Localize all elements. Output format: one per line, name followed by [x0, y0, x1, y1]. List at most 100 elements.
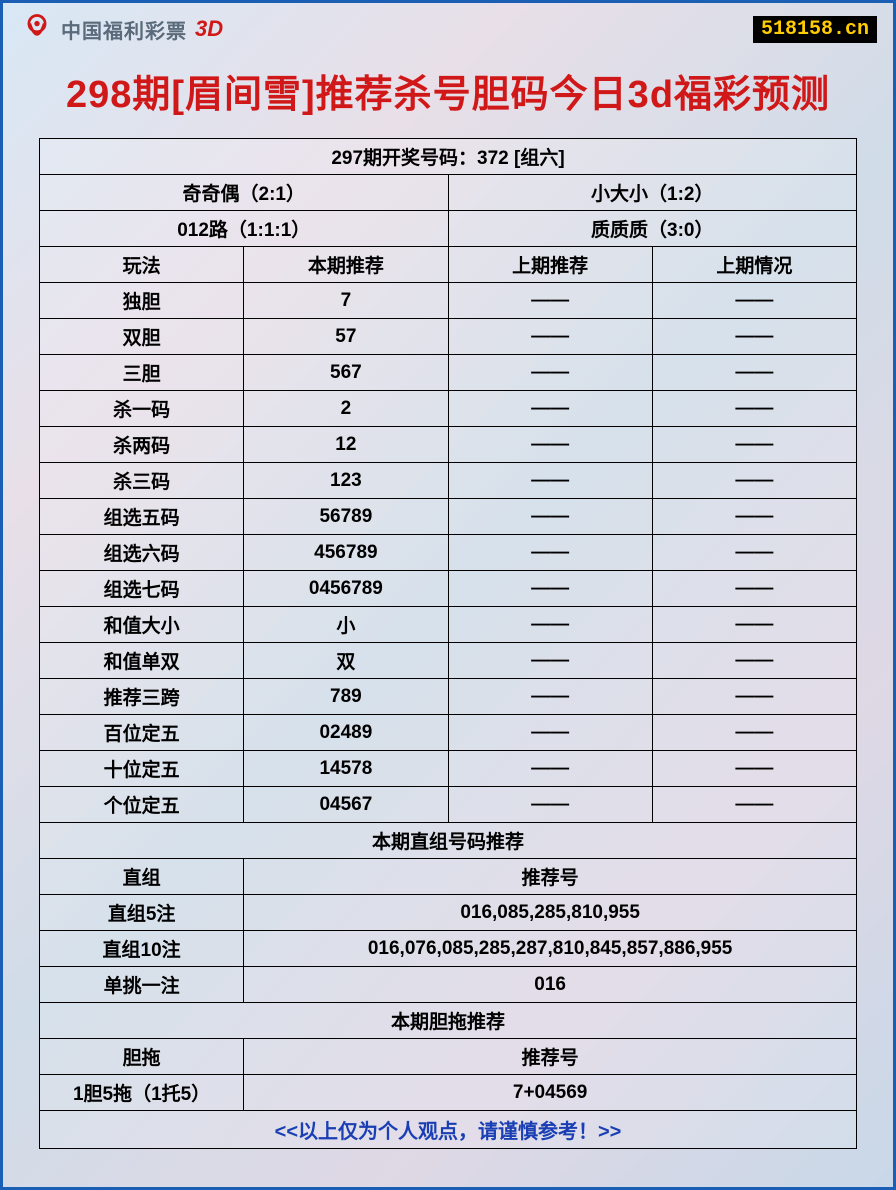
dantuo-header: 本期胆拖推荐 [40, 1003, 857, 1039]
cell-current: 双 [244, 643, 448, 679]
dantuo-col-label: 胆拖 [40, 1039, 244, 1075]
cell-current: 567 [244, 355, 448, 391]
cell-name: 直组5注 [40, 895, 244, 931]
cell-prev_result: —— [652, 607, 856, 643]
logo-area: 中国福利彩票 3D [19, 11, 223, 47]
table-row: 单挑一注016 [40, 967, 857, 1003]
cell-name: 和值单双 [40, 643, 244, 679]
cell-name: 杀三码 [40, 463, 244, 499]
cell-prev_rec: —— [448, 499, 652, 535]
cell-current: 2 [244, 391, 448, 427]
header: 中国福利彩票 3D 518158.cn [3, 3, 893, 51]
logo-text: 中国福利彩票 [61, 15, 187, 44]
cell-prev_result: —— [652, 319, 856, 355]
table-row: 组选七码0456789———— [40, 571, 857, 607]
table-row: 独胆7———— [40, 283, 857, 319]
table-row: 个位定五04567———— [40, 787, 857, 823]
cell-prev_rec: —— [448, 715, 652, 751]
cell-prev_result: —— [652, 355, 856, 391]
cell-name: 组选五码 [40, 499, 244, 535]
table-row: 组选六码456789———— [40, 535, 857, 571]
table-row: 直组10注016,076,085,285,287,810,845,857,886… [40, 931, 857, 967]
cell-value: 016 [244, 967, 857, 1003]
cell-name: 杀一码 [40, 391, 244, 427]
col-header-prev-rec: 上期推荐 [448, 247, 652, 283]
cell-current: 57 [244, 319, 448, 355]
cell-name: 个位定五 [40, 787, 244, 823]
cell-prev_rec: —— [448, 787, 652, 823]
cell-name: 杀两码 [40, 427, 244, 463]
cell-prev_rec: —— [448, 751, 652, 787]
table-row: 杀两码12———— [40, 427, 857, 463]
cell-prev_rec: —— [448, 283, 652, 319]
cell-name: 1胆5拖（1托5） [40, 1075, 244, 1111]
cell-prev_result: —— [652, 391, 856, 427]
cell-name: 百位定五 [40, 715, 244, 751]
logo-3d: 3D [195, 16, 223, 42]
cell-current: 12 [244, 427, 448, 463]
cell-current: 14578 [244, 751, 448, 787]
dantuo-col-value: 推荐号 [244, 1039, 857, 1075]
lottery-logo-icon [19, 11, 55, 47]
stat-odd-even: 奇奇偶（2:1） [40, 175, 449, 211]
cell-prev_rec: —— [448, 463, 652, 499]
cell-name: 十位定五 [40, 751, 244, 787]
cell-prev_rec: —— [448, 319, 652, 355]
table-row: 杀三码123———— [40, 463, 857, 499]
cell-prev_result: —— [652, 787, 856, 823]
cell-prev_result: —— [652, 499, 856, 535]
cell-current: 小 [244, 607, 448, 643]
table-row: 推荐三跨789———— [40, 679, 857, 715]
cell-value: 7+04569 [244, 1075, 857, 1111]
cell-current: 04567 [244, 787, 448, 823]
stat-size: 小大小（1:2） [448, 175, 857, 211]
page-title: 298期[眉间雪]推荐杀号胆码今日3d福彩预测 [3, 63, 893, 118]
table-row: 1胆5拖（1托5）7+04569 [40, 1075, 857, 1111]
draw-info: 297期开奖号码：372 [组六] [40, 139, 857, 175]
cell-prev_result: —— [652, 463, 856, 499]
cell-value: 016,076,085,285,287,810,845,857,886,955 [244, 931, 857, 967]
zhizu-col-value: 推荐号 [244, 859, 857, 895]
cell-name: 直组10注 [40, 931, 244, 967]
table-row: 直组5注016,085,285,810,955 [40, 895, 857, 931]
cell-current: 789 [244, 679, 448, 715]
table-row: 双胆57———— [40, 319, 857, 355]
cell-prev_result: —— [652, 427, 856, 463]
cell-prev_result: —— [652, 283, 856, 319]
cell-current: 02489 [244, 715, 448, 751]
cell-name: 推荐三跨 [40, 679, 244, 715]
col-header-current: 本期推荐 [244, 247, 448, 283]
stat-012: 012路（1:1:1） [40, 211, 449, 247]
prediction-table-container: 297期开奖号码：372 [组六] 奇奇偶（2:1） 小大小（1:2） 012路… [39, 138, 857, 1149]
cell-prev_rec: —— [448, 355, 652, 391]
cell-prev_rec: —— [448, 607, 652, 643]
cell-prev_result: —— [652, 571, 856, 607]
table-row: 百位定五02489———— [40, 715, 857, 751]
cell-prev_rec: —— [448, 679, 652, 715]
zhizu-header: 本期直组号码推荐 [40, 823, 857, 859]
cell-name: 组选六码 [40, 535, 244, 571]
table-row: 杀一码2———— [40, 391, 857, 427]
cell-name: 双胆 [40, 319, 244, 355]
cell-name: 组选七码 [40, 571, 244, 607]
footer-note: <<以上仅为个人观点，请谨慎参考！>> [40, 1111, 857, 1149]
cell-prev_rec: —— [448, 535, 652, 571]
site-url-badge: 518158.cn [753, 16, 877, 43]
cell-name: 三胆 [40, 355, 244, 391]
col-header-play: 玩法 [40, 247, 244, 283]
table-row: 组选五码56789———— [40, 499, 857, 535]
zhizu-col-label: 直组 [40, 859, 244, 895]
cell-value: 016,085,285,810,955 [244, 895, 857, 931]
cell-name: 独胆 [40, 283, 244, 319]
cell-prev_rec: —— [448, 427, 652, 463]
cell-current: 0456789 [244, 571, 448, 607]
cell-current: 456789 [244, 535, 448, 571]
table-row: 三胆567———— [40, 355, 857, 391]
cell-prev_result: —— [652, 751, 856, 787]
table-row: 和值大小小———— [40, 607, 857, 643]
cell-name: 和值大小 [40, 607, 244, 643]
table-row: 和值单双双———— [40, 643, 857, 679]
cell-prev_rec: —— [448, 643, 652, 679]
stat-prime: 质质质（3:0） [448, 211, 857, 247]
cell-current: 56789 [244, 499, 448, 535]
